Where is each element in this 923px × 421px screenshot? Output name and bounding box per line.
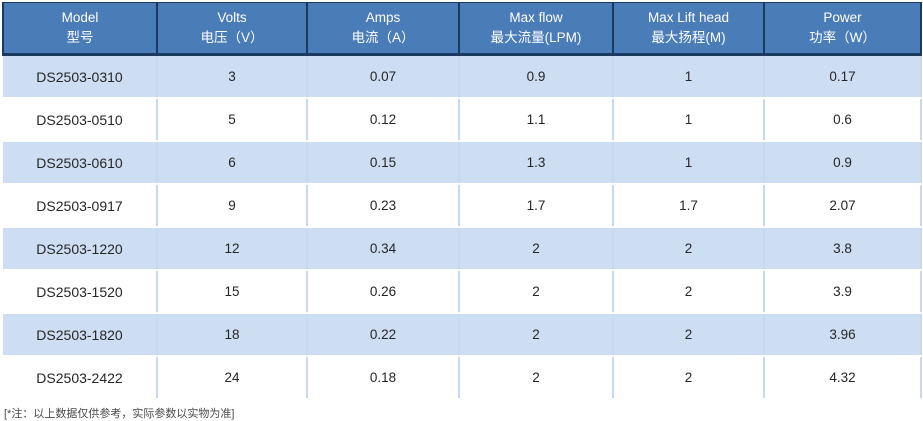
col-header-en: Max Lift head (647, 9, 730, 25)
cell-model: DS2503-1820 (3, 313, 158, 357)
cell-volts: 5 (157, 98, 308, 142)
cell-volts: 15 (157, 270, 308, 314)
col-header-zh: 型号 (66, 30, 94, 45)
cell-model: DS2503-0310 (3, 54, 158, 99)
col-header-en: Power (823, 9, 862, 25)
cell-model: DS2503-0510 (3, 98, 158, 142)
cell-max-flow: 2 (459, 356, 614, 400)
cell-max-flow: 1.7 (459, 184, 614, 228)
col-header-amps: Amps 电流（A） (307, 2, 460, 56)
cell-max-lift-head: 2 (613, 270, 765, 314)
cell-power: 3.96 (764, 313, 922, 357)
cell-max-flow: 1.3 (459, 141, 614, 185)
cell-power: 0.9 (764, 141, 922, 185)
col-header-en: Max flow (509, 9, 563, 25)
cell-max-flow: 1.1 (459, 98, 614, 142)
col-header-en: Model (61, 9, 99, 25)
cell-amps: 0.15 (307, 141, 460, 185)
col-header-zh: 最大扬程(M) (651, 30, 726, 45)
spec-table: Model 型号 Volts 电压（V） Amps 电流（A） Max flow… (2, 2, 922, 400)
cell-amps: 0.22 (307, 313, 460, 357)
cell-volts: 3 (157, 54, 308, 99)
cell-max-lift-head: 1 (613, 54, 765, 99)
footnote: [*注：以上数据仅供参考，实际参数以实物为准] (4, 408, 235, 420)
col-header-volts: Volts 电压（V） (157, 2, 308, 56)
col-header-en: Amps (365, 9, 401, 25)
table-row: DS2503-0917 9 0.23 1.7 1.7 2.07 (3, 184, 922, 228)
table-row: DS2503-0510 5 0.12 1.1 1 0.6 (3, 98, 922, 142)
table-row: DS2503-0610 6 0.15 1.3 1 0.9 (3, 141, 922, 185)
cell-max-lift-head: 1.7 (613, 184, 765, 228)
cell-max-lift-head: 2 (613, 313, 765, 357)
cell-max-flow: 2 (459, 313, 614, 357)
cell-power: 0.6 (764, 98, 922, 142)
header-row: Model 型号 Volts 电压（V） Amps 电流（A） Max flow… (2, 2, 922, 56)
cell-volts: 12 (157, 227, 308, 271)
cell-max-lift-head: 1 (613, 98, 765, 142)
table-row: DS2503-1820 18 0.22 2 2 3.96 (3, 313, 922, 357)
cell-max-flow: 2 (459, 270, 614, 314)
cell-amps: 0.26 (307, 270, 460, 314)
cell-max-lift-head: 2 (613, 227, 765, 271)
cell-power: 3.9 (764, 270, 922, 314)
cell-volts: 24 (157, 356, 308, 400)
cell-amps: 0.23 (307, 184, 460, 228)
cell-max-lift-head: 2 (613, 356, 765, 400)
cell-model: DS2503-0917 (3, 184, 158, 228)
col-header-model: Model 型号 (2, 2, 158, 56)
cell-power: 3.8 (764, 227, 922, 271)
col-header-zh: 电流（A） (351, 30, 415, 45)
table-row: DS2503-1220 12 0.34 2 2 3.8 (3, 227, 922, 271)
cell-power: 4.32 (764, 356, 922, 400)
table-row: DS2503-0310 3 0.07 0.9 1 0.17 (3, 54, 922, 99)
cell-max-lift-head: 1 (613, 141, 765, 185)
table-row: DS2503-1520 15 0.26 2 2 3.9 (3, 270, 922, 314)
col-header-zh: 最大流量(LPM) (490, 30, 582, 45)
cell-model: DS2503-2422 (3, 356, 158, 400)
table-row: DS2503-2422 24 0.18 2 2 4.32 (3, 356, 922, 400)
cell-model: DS2503-1220 (3, 227, 158, 271)
cell-max-flow: 2 (459, 227, 614, 271)
cell-amps: 0.07 (307, 54, 460, 99)
cell-amps: 0.18 (307, 356, 460, 400)
cell-model: DS2503-1520 (3, 270, 158, 314)
col-header-max-flow: Max flow 最大流量(LPM) (459, 2, 614, 56)
cell-volts: 9 (157, 184, 308, 228)
cell-model: DS2503-0610 (3, 141, 158, 185)
col-header-power: Power 功率（W） (764, 2, 922, 56)
col-header-max-lift-head: Max Lift head 最大扬程(M) (613, 2, 765, 56)
col-header-zh: 功率（W） (809, 30, 876, 45)
cell-volts: 6 (157, 141, 308, 185)
col-header-en: Volts (217, 9, 247, 25)
cell-amps: 0.12 (307, 98, 460, 142)
cell-power: 2.07 (764, 184, 922, 228)
cell-power: 0.17 (764, 54, 922, 99)
col-header-zh: 电压（V） (200, 30, 264, 45)
cell-max-flow: 0.9 (459, 54, 614, 99)
cell-volts: 18 (157, 313, 308, 357)
cell-amps: 0.34 (307, 227, 460, 271)
